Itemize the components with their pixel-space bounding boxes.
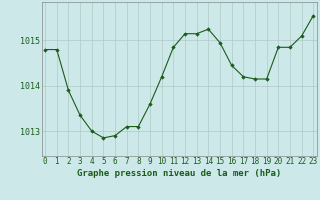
X-axis label: Graphe pression niveau de la mer (hPa): Graphe pression niveau de la mer (hPa) xyxy=(77,169,281,178)
